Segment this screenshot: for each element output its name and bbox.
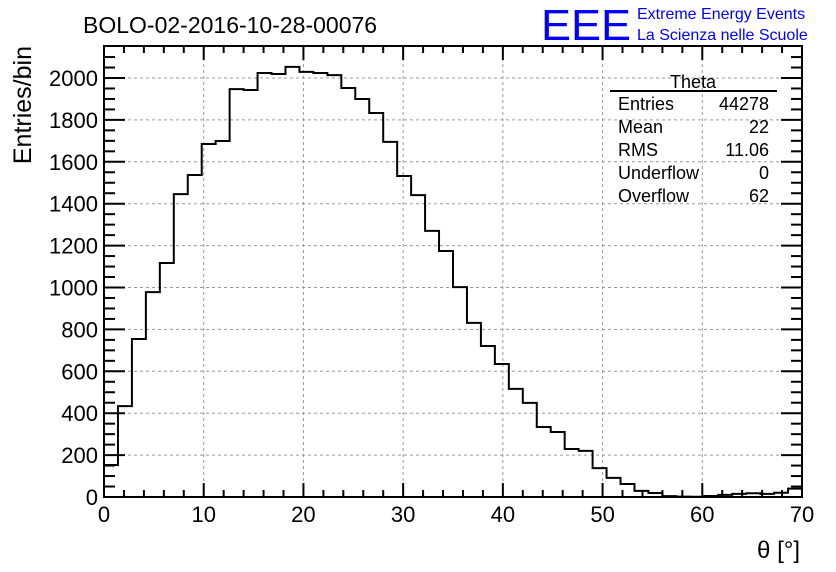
histogram-bin: [704, 496, 718, 497]
histogram-bin: [774, 493, 788, 497]
histogram-bin: [272, 74, 286, 497]
histogram-bin: [746, 493, 760, 497]
stats-value: 62: [749, 186, 769, 206]
histogram-bin: [662, 496, 676, 497]
y-tick-label: 1000: [49, 276, 98, 301]
histogram-bin: [509, 389, 523, 497]
x-tick-label: 10: [191, 502, 215, 527]
stats-box: Theta Entries 44278 Mean 22 RMS 11.06 Underflo…: [610, 72, 777, 206]
y-tick-label: 1400: [49, 192, 98, 217]
stats-label: Entries: [618, 94, 674, 114]
histogram-bin: [160, 263, 174, 497]
histogram-bin: [355, 99, 369, 497]
x-tick-label: 40: [491, 502, 515, 527]
chart-title: BOLO-02-2016-10-28-00076: [83, 12, 377, 38]
histogram-bin: [146, 292, 160, 497]
histogram-bin: [397, 176, 411, 497]
stats-label: Underflow: [618, 163, 700, 183]
histogram-bin: [327, 75, 341, 497]
y-axis-label: Entries/bin: [9, 46, 37, 164]
histogram-bin: [551, 432, 565, 497]
histogram-bin: [439, 251, 453, 497]
histogram-bin: [718, 495, 732, 497]
histogram-bin: [230, 89, 244, 497]
histogram-bin: [383, 142, 397, 497]
x-tick-label: 70: [790, 502, 814, 527]
histogram-bin: [495, 364, 509, 497]
histogram-bin: [202, 144, 216, 497]
histogram-bin: [425, 231, 439, 497]
histogram-bin: [188, 175, 202, 497]
x-tick-label: 50: [590, 502, 614, 527]
axis-ticks: [103, 46, 803, 498]
stats-value: 22: [749, 117, 769, 137]
histogram-bin: [788, 489, 802, 497]
histogram-bin: [341, 88, 355, 497]
stats-value: 44278: [719, 94, 769, 114]
histogram-bin: [760, 494, 774, 497]
stats-label: RMS: [618, 140, 658, 160]
stats-label: Overflow: [618, 186, 690, 206]
y-tick-label: 1800: [49, 108, 98, 133]
eee-logo: EEE: [541, 1, 631, 50]
histogram-bin: [132, 339, 146, 497]
y-tick-label: 1200: [49, 234, 98, 259]
histogram-bin: [258, 73, 272, 497]
org-line2: La Scienza nelle Scuole: [637, 27, 808, 44]
histogram-bin: [244, 90, 258, 497]
histogram-bin: [299, 72, 313, 497]
histogram-bin: [411, 195, 425, 497]
histogram-bin: [369, 113, 383, 497]
tick-labels: 0 10 20 30 40 50 60 70 0 200 400 600 800 1000 1200 1400…: [49, 66, 814, 527]
histogram-bin: [579, 451, 593, 497]
y-tick-label: 0: [86, 485, 98, 510]
x-tick-label: 20: [291, 502, 315, 527]
y-tick-label: 200: [61, 443, 98, 468]
histogram-bin: [467, 323, 481, 497]
plot-frame: [103, 45, 803, 498]
histogram-bin: [607, 478, 621, 497]
histogram-bin: [118, 406, 132, 497]
histogram-bin: [634, 491, 648, 497]
stats-value: 11.06: [725, 140, 769, 160]
histogram-bin: [453, 287, 467, 497]
histogram-bin: [285, 67, 299, 497]
histogram-bin: [104, 465, 118, 497]
y-tick-label: 2000: [49, 66, 98, 91]
histogram-bin: [621, 484, 635, 497]
y-tick-label: 400: [61, 401, 98, 426]
histogram-bin: [216, 141, 230, 497]
x-tick-label: 0: [98, 502, 110, 527]
y-tick-label: 800: [61, 317, 98, 342]
histogram-bin: [648, 493, 662, 497]
histogram-bin: [593, 468, 607, 497]
y-tick-label: 1600: [49, 150, 98, 175]
y-tick-label: 600: [61, 359, 98, 384]
histogram-bin: [481, 346, 495, 497]
histogram-bin: [537, 427, 551, 497]
x-tick-label: 60: [690, 502, 714, 527]
histogram-bin: [523, 403, 537, 497]
histogram-bin: [565, 449, 579, 497]
histogram-bin: [732, 494, 746, 497]
x-tick-label: 30: [391, 502, 415, 527]
stats-title: Theta: [670, 72, 717, 92]
stats-label: Mean: [618, 117, 663, 137]
stats-value: 0: [759, 163, 769, 183]
histogram-bin: [174, 194, 188, 497]
x-axis-label: θ [°]: [757, 537, 800, 564]
histogram-bin: [313, 73, 327, 497]
org-line1: Extreme Energy Events: [637, 6, 805, 23]
